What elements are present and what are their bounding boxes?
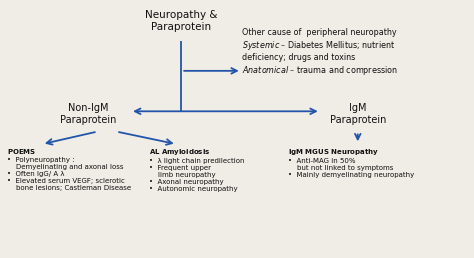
Text: IgM
Paraprotein: IgM Paraprotein (329, 103, 386, 125)
Text: Neuropathy &
Paraprotein: Neuropathy & Paraprotein (145, 10, 218, 32)
Text: Other cause of  peripheral neuropathy
$\it{Systemic}$ – Diabetes Mellitus; nutri: Other cause of peripheral neuropathy $\i… (242, 28, 398, 77)
Text: $\bf{IgM\ MGUS\ Neuropathy}$
•  Anti-MAG in 50%
    but not linked to symptoms
•: $\bf{IgM\ MGUS\ Neuropathy}$ • Anti-MAG … (288, 147, 414, 178)
Text: $\bf{POEMS}$
•  Polyneuropathy :
    Demyelinating and axonal loss
•  Often IgG/: $\bf{POEMS}$ • Polyneuropathy : Demyelin… (7, 147, 131, 191)
Text: Non-IgM
Paraprotein: Non-IgM Paraprotein (60, 103, 117, 125)
Text: $\bf{AL\ Amyloidosis}$
•  λ light chain predilection
•  Frequent upper
    limb : $\bf{AL\ Amyloidosis}$ • λ light chain p… (149, 147, 244, 192)
